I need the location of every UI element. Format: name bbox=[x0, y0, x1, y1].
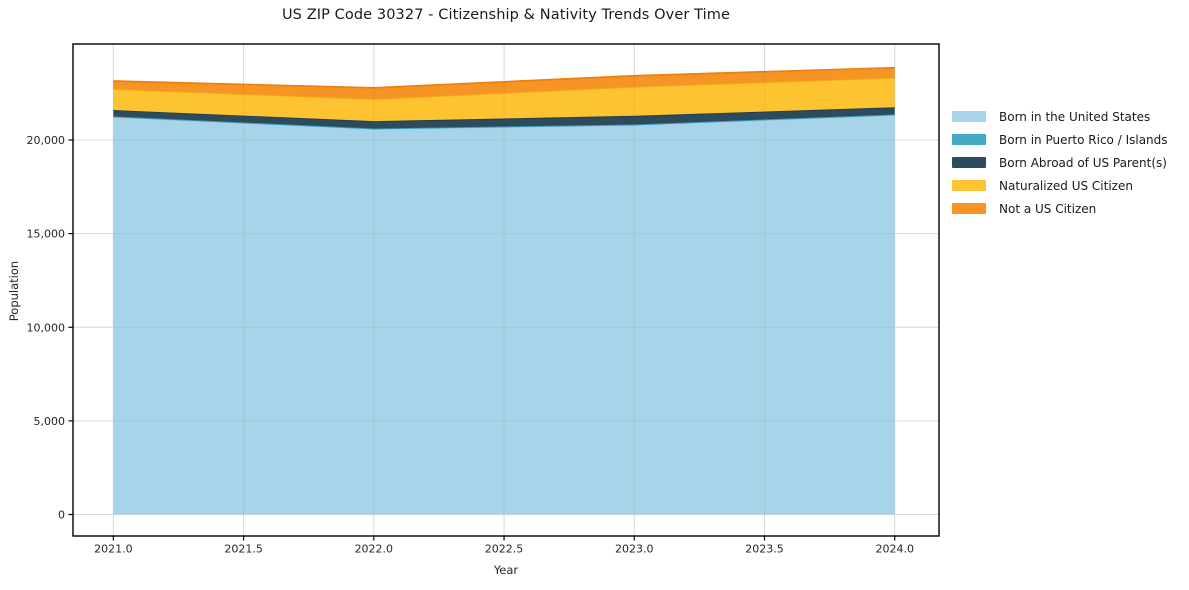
chart-title: US ZIP Code 30327 - Citizenship & Nativi… bbox=[281, 7, 731, 23]
y-tick-label: 20,000 bbox=[27, 134, 66, 147]
legend: Born in the United States Born in Puerto… bbox=[952, 105, 1168, 220]
legend-item-label: Not a US Citizen bbox=[999, 201, 1097, 216]
legend-color-swatch bbox=[952, 179, 986, 192]
x-tick-label: 2021.5 bbox=[224, 543, 263, 556]
legend-item-label: Born in the United States bbox=[999, 109, 1151, 124]
x-tick-label: 2022.5 bbox=[485, 543, 524, 556]
legend-item: Not a US Citizen bbox=[952, 197, 1168, 220]
area-series-2 bbox=[113, 107, 895, 129]
legend-color-swatch bbox=[952, 133, 986, 146]
legend-item-label: Naturalized US Citizen bbox=[999, 178, 1133, 193]
legend-item-label: Born Abroad of US Parent(s) bbox=[999, 155, 1167, 170]
legend-item: Born Abroad of US Parent(s) bbox=[952, 151, 1168, 174]
legend-color-swatch bbox=[952, 156, 986, 169]
x-tick-label: 2023.5 bbox=[745, 543, 784, 556]
axes-spines bbox=[72, 43, 940, 537]
legend-item: Naturalized US Citizen bbox=[952, 174, 1168, 197]
y-axis-label: Population bbox=[7, 260, 21, 322]
x-tick-label: 2021.0 bbox=[94, 543, 133, 556]
y-tick-label: 15,000 bbox=[27, 228, 66, 241]
y-tick-label: 10,000 bbox=[27, 321, 66, 334]
legend-item-label: Born in Puerto Rico / Islands bbox=[999, 132, 1168, 147]
legend-color-swatch bbox=[952, 110, 986, 123]
legend-color-swatch bbox=[952, 202, 986, 215]
x-tick-label: 2023.0 bbox=[615, 543, 654, 556]
area-series-4 bbox=[113, 67, 895, 100]
x-tick-label: 2024.0 bbox=[875, 543, 914, 556]
area-series-0 bbox=[113, 115, 895, 515]
area-edge-series-4 bbox=[113, 66, 895, 89]
x-axis-label: Year bbox=[493, 563, 519, 577]
legend-item: Born in the United States bbox=[952, 105, 1168, 128]
area-series-3 bbox=[113, 77, 895, 122]
y-tick-label: 0 bbox=[58, 509, 65, 522]
y-tick-label: 5,000 bbox=[34, 415, 66, 428]
legend-item: Born in Puerto Rico / Islands bbox=[952, 128, 1168, 151]
x-tick-label: 2022.0 bbox=[355, 543, 394, 556]
